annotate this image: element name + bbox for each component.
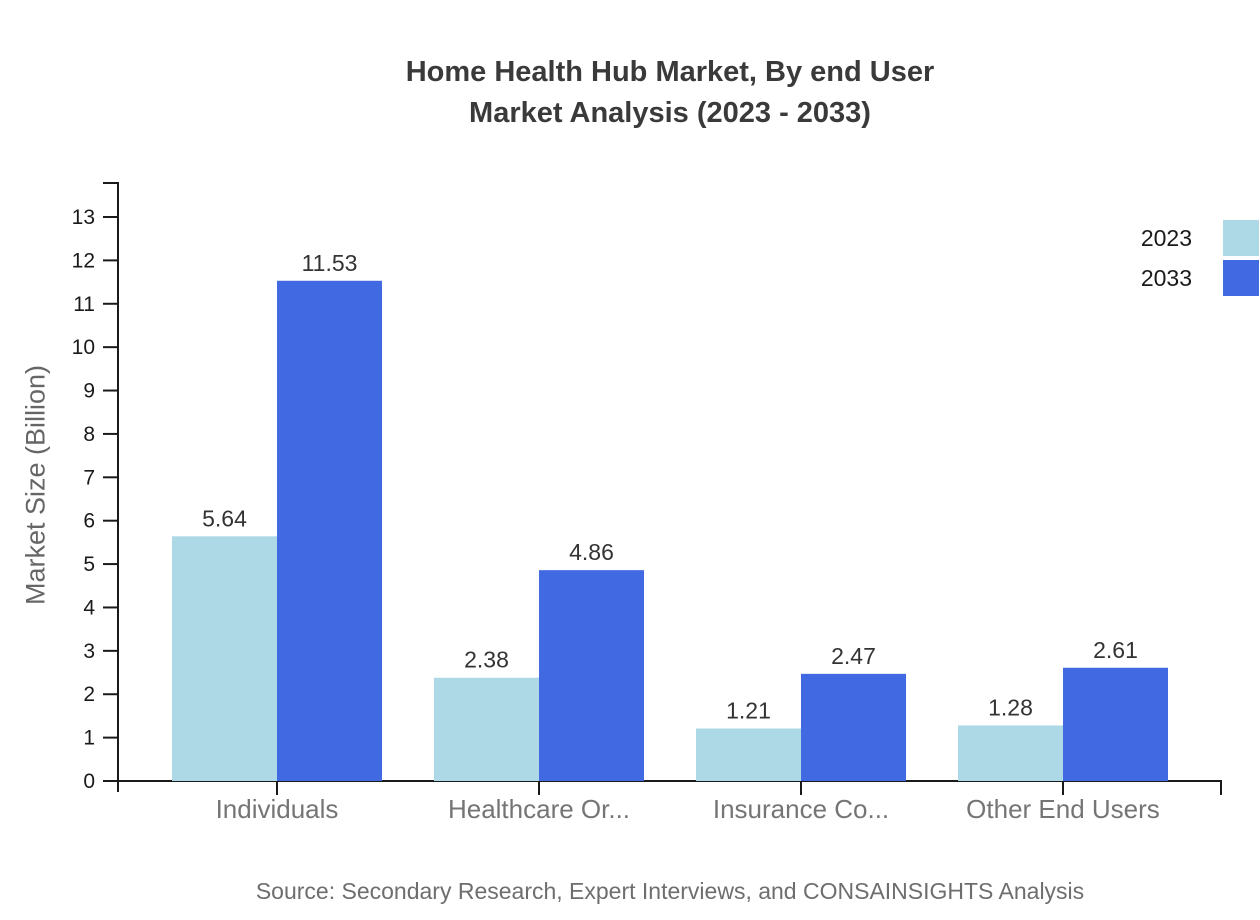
y-tick-label: 2 [83,683,95,706]
y-tick-label: 7 [83,466,95,489]
y-tick-label: 10 [72,336,95,359]
category-label: Insurance Co... [713,794,889,824]
y-axis-title: Market Size (Billion) [20,364,51,606]
y-tick-label: 3 [83,640,95,663]
y-tick-label: 12 [72,249,95,272]
bar-value-label: 2.38 [464,647,509,673]
chart-title: Home Health Hub Market, By end User Mark… [80,52,1260,134]
y-tick-label: 5 [83,553,95,576]
y-tick-label: 0 [83,770,95,793]
y-tick-label: 11 [73,293,95,316]
source-note: Source: Secondary Research, Expert Inter… [255,878,1085,904]
y-tick-label: 4 [83,596,95,619]
bar-value-label: 1.28 [988,694,1033,720]
bar-2033 [539,570,644,781]
category-label: Healthcare Or... [448,794,630,824]
bar-2023 [172,536,277,781]
legend-swatch-2033 [1223,260,1259,296]
bar-value-label: 11.53 [302,250,358,276]
bar-value-label: 2.61 [1093,637,1138,663]
bar-value-label: 1.21 [726,698,771,724]
legend-swatch-2023 [1223,220,1259,256]
y-tick-label: 8 [83,423,95,446]
bar-value-label: 5.64 [202,505,247,531]
bar-2023 [434,677,539,781]
bar-value-label: 2.47 [831,643,876,669]
chart-title-line1: Home Health Hub Market, By end User [405,56,935,88]
category-label: Individuals [216,794,339,824]
y-tick-label: 1 [83,727,95,750]
legend-label-2033: 2033 [1141,265,1192,291]
y-tick-label: 9 [83,380,95,403]
bar-2033 [1063,667,1168,781]
category-label: Other End Users [966,794,1160,824]
bar-2033 [277,280,382,781]
bar-value-label: 4.86 [569,539,614,565]
y-tick-label: 6 [83,510,95,533]
chart-title-line2: Market Analysis (2023 - 2033) [469,97,871,129]
bar-2033 [801,673,906,781]
bar-2023 [958,725,1063,781]
legend-label-2023: 2023 [1141,225,1192,251]
bar-2023 [696,728,801,781]
y-tick-label: 13 [72,206,95,229]
